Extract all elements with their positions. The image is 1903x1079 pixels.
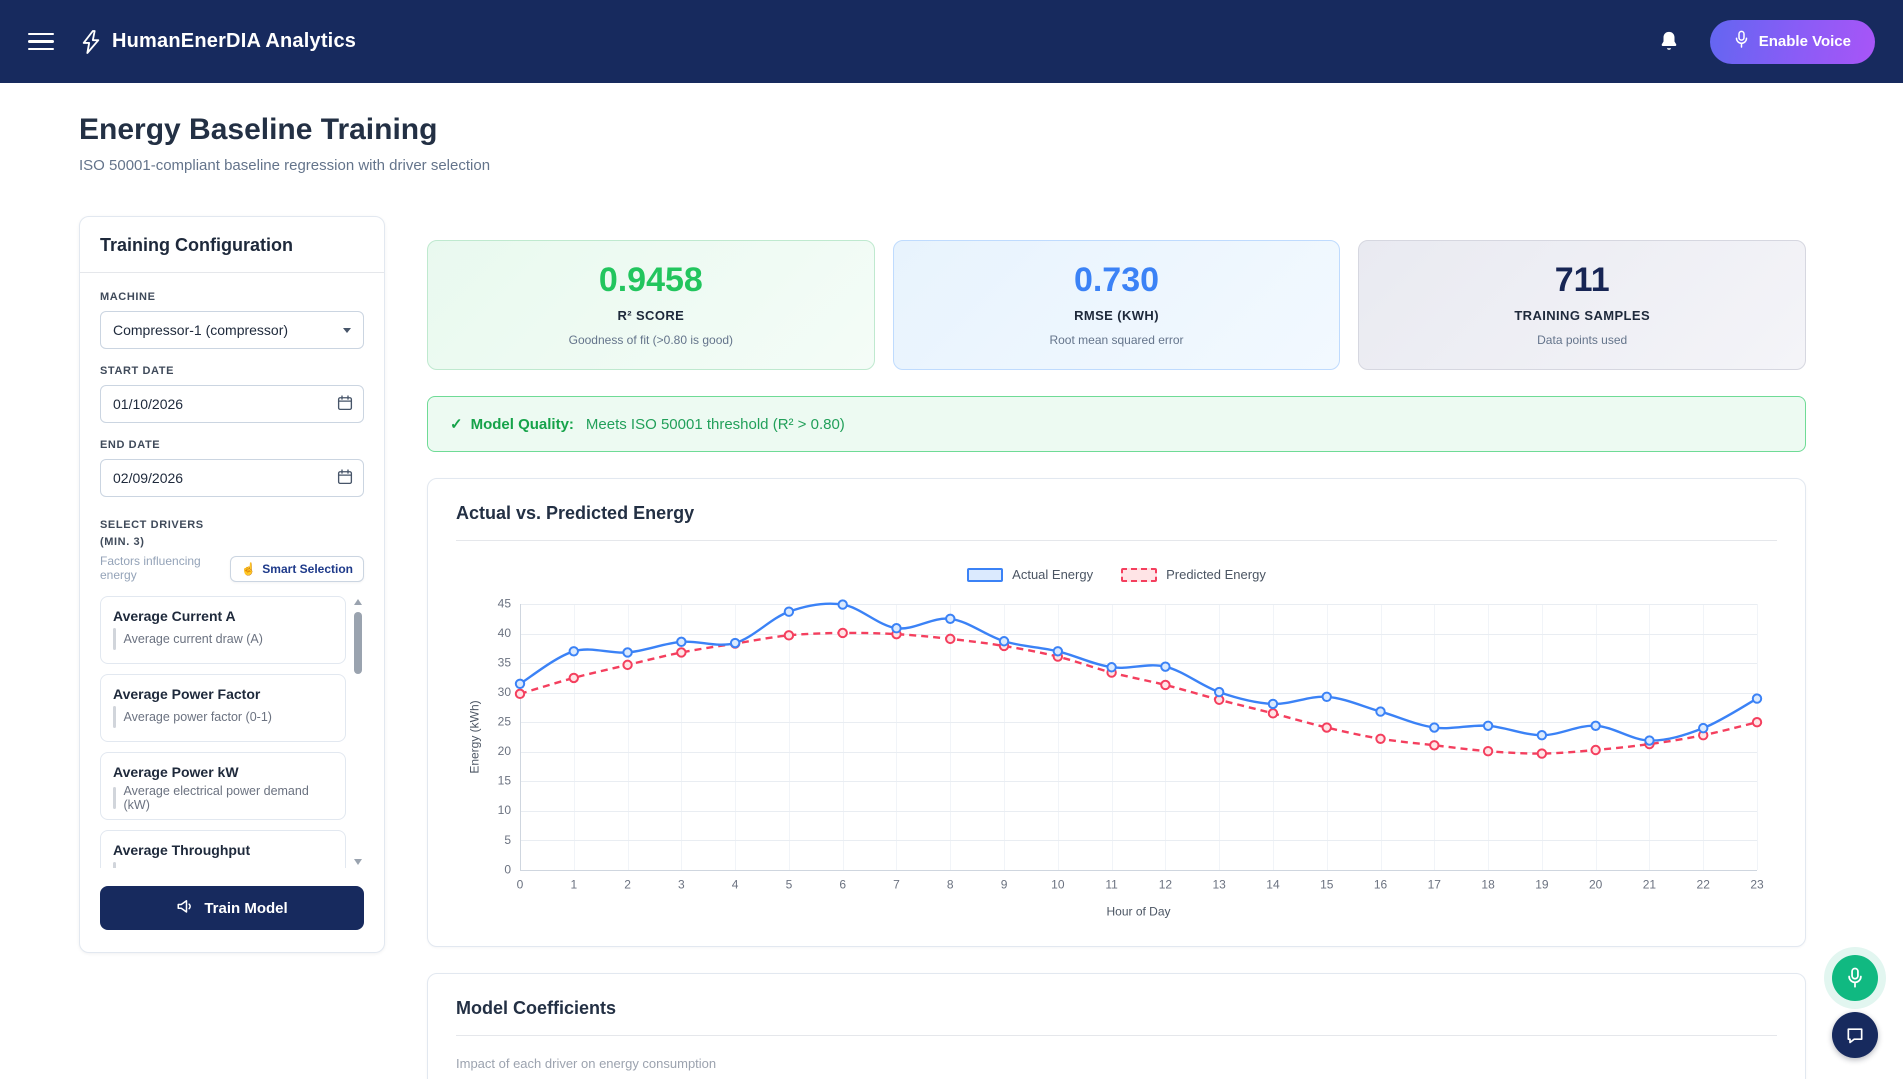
training-samples-card: 711 TRAINING SAMPLES Data points used <box>1358 240 1806 370</box>
scroll-up-arrow[interactable] <box>354 599 362 605</box>
top-bar: HumanEnerDIA Analytics Enable Voice <box>0 0 1903 83</box>
coefficients-title: Model Coefficients <box>456 998 1777 1036</box>
select-drivers-label: SELECT DRIVERS (MIN. 3) <box>100 517 230 550</box>
main-content: Energy Baseline Training ISO 50001-compl… <box>0 83 1903 1079</box>
legend-label: Actual Energy <box>1012 567 1093 582</box>
r2-score-card: 0.9458 R² SCORE Goodness of fit (>0.80 i… <box>427 240 875 370</box>
chevron-down-icon <box>343 328 351 333</box>
menu-icon[interactable] <box>28 29 54 55</box>
driver-item-average-current-a[interactable]: Average Current A Average current draw (… <box>100 596 346 664</box>
megaphone-icon <box>176 897 194 919</box>
quality-message: Meets ISO 50001 threshold (R² > 0.80) <box>586 416 845 433</box>
training-configuration-panel: Training Configuration MACHINE Compresso… <box>79 216 385 953</box>
actual-vs-predicted-chart-card: Actual vs. Predicted Energy Actual Energ… <box>427 478 1806 947</box>
enable-voice-button[interactable]: Enable Voice <box>1710 20 1875 64</box>
lightning-bolt-icon <box>80 29 102 55</box>
model-coefficients-card: Model Coefficients Impact of each driver… <box>427 973 1806 1079</box>
driver-checkbox[interactable] <box>113 862 116 868</box>
smart-selection-button[interactable]: ☝ Smart Selection <box>230 556 364 582</box>
train-model-button[interactable]: Train Model <box>100 886 364 930</box>
chart-title: Actual vs. Predicted Energy <box>456 503 1777 541</box>
coefficients-subtitle: Impact of each driver on energy consumpt… <box>456 1056 1777 1071</box>
metric-cards: 0.9458 R² SCORE Goodness of fit (>0.80 i… <box>427 240 1806 370</box>
legend-swatch <box>967 568 1003 582</box>
machine-label: MACHINE <box>100 291 364 303</box>
driver-list: Average Current A Average current draw (… <box>100 596 364 868</box>
end-date-input[interactable] <box>100 459 364 497</box>
app-title: HumanEnerDIA Analytics <box>112 30 356 53</box>
driver-list-scrollbar[interactable] <box>352 596 364 868</box>
chat-fab[interactable] <box>1832 1012 1878 1058</box>
driver-checkbox[interactable] <box>113 628 116 650</box>
legend-swatch <box>1121 568 1157 582</box>
driver-item-average-power-factor[interactable]: Average Power Factor Average power facto… <box>100 674 346 742</box>
start-date-label: START DATE <box>100 365 364 377</box>
training-samples-value: 711 <box>1373 261 1791 300</box>
notifications-bell-icon[interactable] <box>1658 30 1680 54</box>
r2-score-value: 0.9458 <box>442 261 860 300</box>
rmse-card: 0.730 RMSE (KWH) Root mean squared error <box>893 240 1341 370</box>
legend-item-predicted-energy[interactable]: Predicted Energy <box>1121 567 1266 582</box>
drivers-hint: Factors influencing energy <box>100 554 230 582</box>
panel-title: Training Configuration <box>100 235 364 256</box>
start-date-input[interactable] <box>100 385 364 423</box>
page-subtitle: ISO 50001-compliant baseline regression … <box>79 157 1806 174</box>
page-title: Energy Baseline Training <box>79 113 1806 147</box>
end-date-label: END DATE <box>100 439 364 451</box>
driver-item-average-power-kw[interactable]: Average Power kW Average electrical powe… <box>100 752 346 820</box>
machine-select[interactable]: Compressor-1 (compressor) <box>100 311 364 349</box>
microphone-icon <box>1734 30 1749 53</box>
model-quality-banner: ✓ Model Quality: Meets ISO 50001 thresho… <box>427 396 1806 452</box>
scrollbar-thumb[interactable] <box>354 612 362 674</box>
quality-title: Model Quality: <box>471 416 574 433</box>
scroll-down-arrow[interactable] <box>354 859 362 865</box>
legend-label: Predicted Energy <box>1166 567 1266 582</box>
pointing-hand-icon: ☝ <box>241 562 256 576</box>
driver-checkbox[interactable] <box>113 706 116 728</box>
driver-checkbox[interactable] <box>113 787 116 809</box>
chart-legend: Actual Energy Predicted Energy <box>462 567 1771 582</box>
results-column: 0.9458 R² SCORE Goodness of fit (>0.80 i… <box>427 240 1806 1079</box>
driver-item-average-throughput[interactable]: Average Throughput <box>100 830 346 868</box>
rmse-value: 0.730 <box>908 261 1326 300</box>
app-brand: HumanEnerDIA Analytics <box>80 29 356 55</box>
check-icon: ✓ <box>450 415 463 433</box>
energy-chart-canvas[interactable] <box>462 592 1771 922</box>
voice-mic-fab[interactable] <box>1832 955 1878 1001</box>
legend-item-actual-energy[interactable]: Actual Energy <box>967 567 1093 582</box>
